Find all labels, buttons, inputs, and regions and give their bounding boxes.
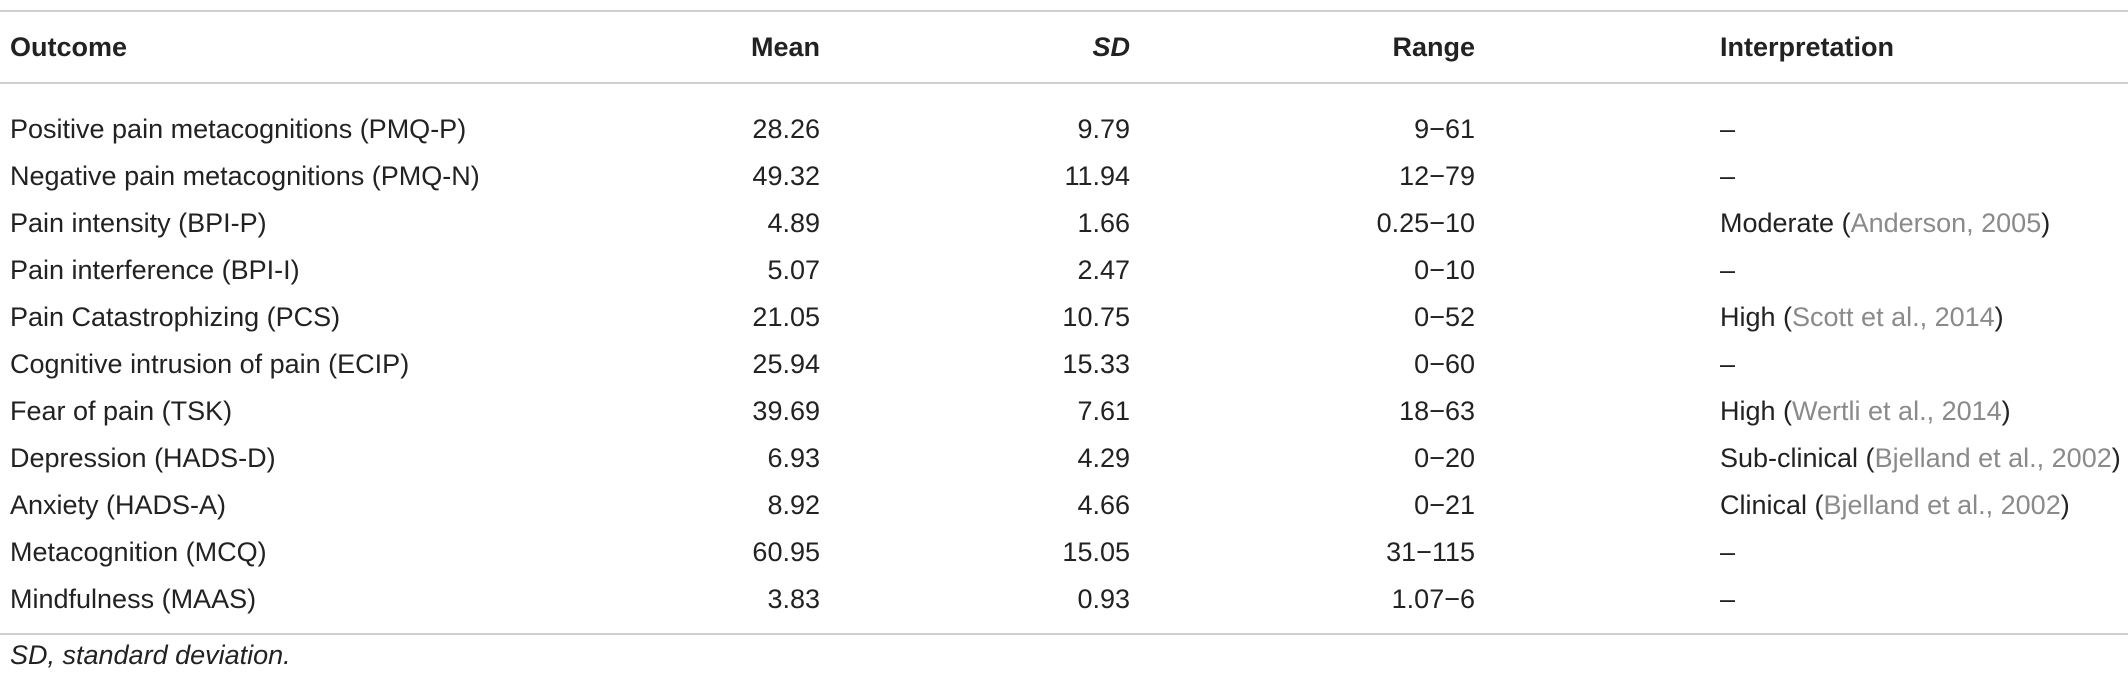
cell-outcome: Pain Catastrophizing (PCS) — [10, 302, 341, 332]
cell-mean: 25.94 — [752, 349, 820, 379]
cell-sd: 10.75 — [1062, 302, 1130, 332]
interpretation-text: – — [1720, 161, 1736, 191]
interpretation-text: – — [1720, 349, 1736, 379]
table-row: Fear of pain (TSK) 39.69 7.61 18−63 High (We… — [0, 388, 2128, 435]
table-row: Mindfulness (MAAS) 3.83 0.93 1.07−6 – — [0, 576, 2128, 634]
cell-mean: 4.89 — [767, 208, 820, 238]
cell-outcome: Cognitive intrusion of pain (ECIP) — [10, 349, 410, 379]
descriptives-table: Outcome Mean SD Range Interpretation Pos… — [0, 10, 2128, 635]
descriptives-table-container: Outcome Mean SD Range Interpretation Pos… — [0, 10, 2128, 635]
cell-sd: 11.94 — [1064, 161, 1130, 191]
cell-outcome: Depression (HADS-D) — [10, 443, 276, 473]
cell-outcome: Negative pain metacognitions (PMQ-N) — [10, 161, 480, 191]
table-header: Outcome Mean SD Range Interpretation — [0, 11, 2128, 83]
header-outcome: Outcome — [10, 31, 128, 62]
cell-interpretation: – — [1475, 83, 2128, 153]
cell-outcome: Anxiety (HADS-A) — [10, 490, 227, 520]
header-row: Outcome Mean SD Range Interpretation — [0, 11, 2128, 83]
header-sd: SD — [1092, 31, 1130, 62]
cell-mean: 3.83 — [767, 584, 820, 614]
cell-outcome: Pain intensity (BPI-P) — [10, 208, 267, 238]
cell-sd: 15.33 — [1062, 349, 1130, 379]
interpretation-text: High ( — [1720, 396, 1793, 426]
interpretation-text: Sub-clinical ( — [1720, 443, 1875, 473]
table-body: Positive pain metacognitions (PMQ-P) 28.2… — [0, 83, 2128, 634]
cell-sd: 4.29 — [1077, 443, 1130, 473]
cell-interpretation: High (Wertli et al., 2014) — [1475, 388, 2128, 435]
interpretation-text: Moderate ( — [1720, 208, 1851, 238]
table-row: Pain intensity (BPI-P) 4.89 1.66 0.25−10 Mod… — [0, 200, 2128, 247]
citation-link[interactable]: Scott et al., 2014 — [1792, 302, 1995, 332]
citation-link[interactable]: Anderson, 2005 — [1850, 208, 2042, 238]
cell-outcome: Positive pain metacognitions (PMQ-P) — [10, 114, 467, 144]
cell-sd: 7.61 — [1077, 396, 1130, 426]
cell-outcome: Metacognition (MCQ) — [10, 537, 267, 567]
cell-sd: 15.05 — [1062, 537, 1130, 567]
cell-mean: 6.93 — [767, 443, 820, 473]
interpretation-close: ) — [1994, 302, 2004, 332]
interpretation-text: – — [1720, 584, 1736, 614]
cell-mean: 60.95 — [752, 537, 820, 567]
header-interpretation: Interpretation — [1720, 31, 1895, 62]
cell-interpretation: – — [1475, 153, 2128, 200]
cell-range: 9−61 — [1414, 114, 1475, 144]
cell-interpretation: Moderate (Anderson, 2005) — [1475, 200, 2128, 247]
interpretation-text: Clinical ( — [1720, 490, 1824, 520]
cell-range: 12−79 — [1399, 161, 1475, 191]
header-range: Range — [1392, 31, 1475, 62]
table-row: Negative pain metacognitions (PMQ-N) 49.3… — [0, 153, 2128, 200]
table-row: Cognitive intrusion of pain (ECIP) 25.94 1… — [0, 341, 2128, 388]
citation-link[interactable]: Bjelland et al., 2002 — [1823, 490, 2061, 520]
interpretation-text: – — [1720, 255, 1736, 285]
cell-range: 0−52 — [1414, 302, 1475, 332]
interpretation-text: – — [1720, 114, 1736, 144]
cell-mean: 8.92 — [767, 490, 820, 520]
cell-range: 0.25−10 — [1376, 208, 1475, 238]
cell-sd: 2.47 — [1077, 255, 1130, 285]
cell-range: 31−115 — [1386, 537, 1475, 567]
cell-range: 18−63 — [1399, 396, 1475, 426]
cell-interpretation: – — [1475, 529, 2128, 576]
interpretation-text: High ( — [1720, 302, 1793, 332]
cell-interpretation: Clinical (Bjelland et al., 2002) — [1475, 482, 2128, 529]
table-row: Metacognition (MCQ) 60.95 15.05 31−115 – — [0, 529, 2128, 576]
cell-outcome: Pain interference (BPI-I) — [10, 255, 300, 285]
cell-range: 0−21 — [1414, 490, 1475, 520]
table-row: Depression (HADS-D) 6.93 4.29 0−20 Sub-clini… — [0, 435, 2128, 482]
cell-range: 0−60 — [1414, 349, 1475, 379]
interpretation-close: ) — [2041, 208, 2051, 238]
interpretation-close: ) — [2111, 443, 2121, 473]
cell-interpretation: High (Scott et al., 2014) — [1475, 294, 2128, 341]
cell-sd: 0.93 — [1077, 584, 1130, 614]
cell-mean: 28.26 — [752, 114, 820, 144]
table-row: Pain interference (BPI-I) 5.07 2.47 0−10 – — [0, 247, 2128, 294]
cell-mean: 49.32 — [752, 161, 820, 191]
cell-interpretation: Sub-clinical (Bjelland et al., 2002) — [1475, 435, 2128, 482]
table-row: Positive pain metacognitions (PMQ-P) 28.2… — [0, 83, 2128, 153]
cell-sd: 1.66 — [1077, 208, 1130, 238]
cell-interpretation: – — [1475, 247, 2128, 294]
cell-outcome: Fear of pain (TSK) — [10, 396, 233, 426]
cell-sd: 9.79 — [1077, 114, 1130, 144]
table-row: Pain Catastrophizing (PCS) 21.05 10.75 0−52… — [0, 294, 2128, 341]
header-mean: Mean — [750, 31, 820, 62]
cell-range: 0−20 — [1414, 443, 1475, 473]
citation-link[interactable]: Bjelland et al., 2002 — [1874, 443, 2112, 473]
cell-mean: 5.07 — [767, 255, 820, 285]
cell-outcome: Mindfulness (MAAS) — [10, 584, 257, 614]
table-footnote: SD, standard deviation. — [10, 640, 291, 670]
table-row: Anxiety (HADS-A) 8.92 4.66 0−21 Clinical (Bj… — [0, 482, 2128, 529]
cell-range: 0−10 — [1414, 255, 1475, 285]
cell-interpretation: – — [1475, 341, 2128, 388]
citation-link[interactable]: Wertli et al., 2014 — [1792, 396, 2002, 426]
interpretation-close: ) — [2060, 490, 2070, 520]
cell-mean: 21.05 — [752, 302, 820, 332]
cell-mean: 39.69 — [752, 396, 820, 426]
cell-interpretation: – — [1475, 576, 2128, 634]
cell-sd: 4.66 — [1077, 490, 1130, 520]
interpretation-close: ) — [2001, 396, 2011, 426]
interpretation-text: – — [1720, 537, 1736, 567]
cell-range: 1.07−6 — [1391, 584, 1475, 614]
